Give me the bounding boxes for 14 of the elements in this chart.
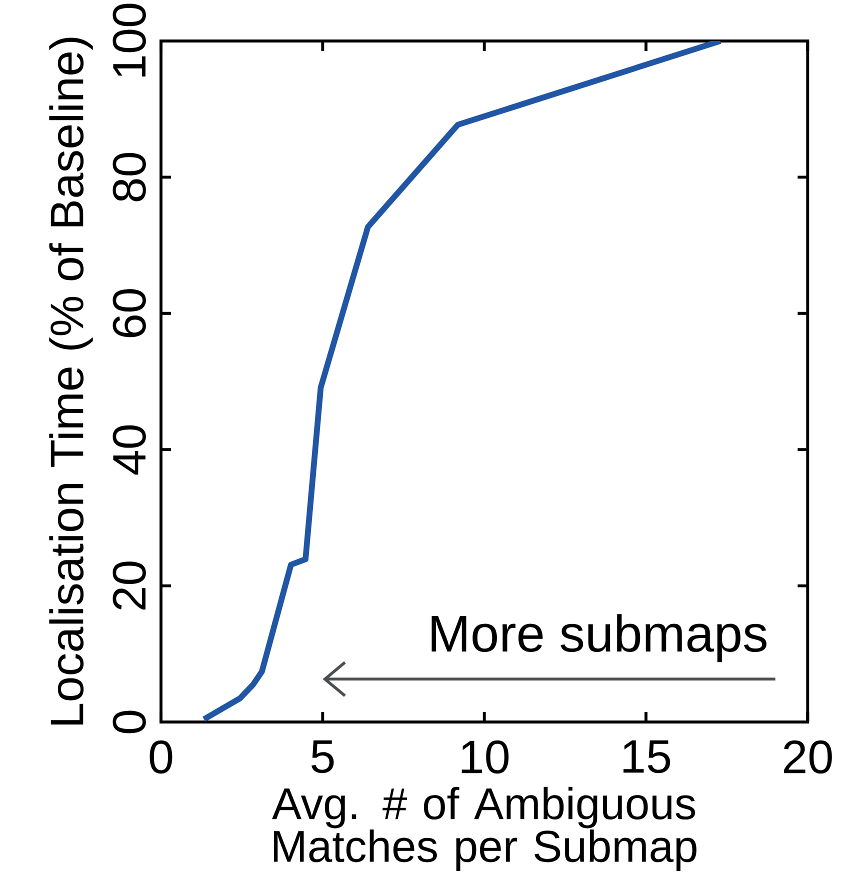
y-tick-label: 0 <box>112 710 146 734</box>
y-tick-label: 20 <box>112 562 146 610</box>
x-axis-title: Avg. # of Ambiguous Matches per Submap <box>272 786 696 871</box>
x-tick-label: 15 <box>623 740 670 774</box>
x-tick-label: 20 <box>784 740 832 774</box>
y-tick-label: 60 <box>112 289 146 338</box>
x-tick-label: 5 <box>312 740 334 774</box>
x-tick-label: 0 <box>150 740 172 774</box>
y-tick-label: 80 <box>112 152 146 202</box>
y-tick-label: 40 <box>112 425 146 475</box>
y-axis-title: Localisation Time (% of Baseline) <box>49 38 93 724</box>
x-tick-label: 10 <box>462 740 509 774</box>
y-tick-label: 100 <box>112 4 146 77</box>
annotation: More submaps <box>432 614 766 662</box>
